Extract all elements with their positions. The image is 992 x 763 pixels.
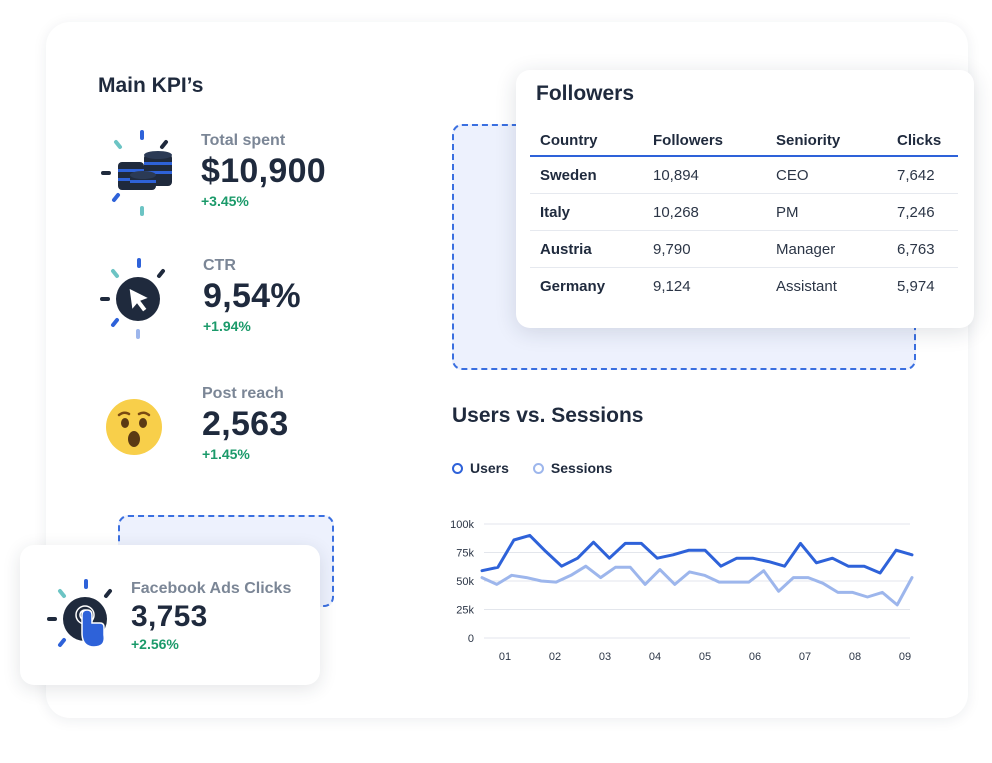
y-tick-label: 0 [468,633,474,645]
table-cell: Sweden [540,166,597,184]
kpi-value: 3,753 [131,600,208,633]
column-header: Seniority [776,132,841,149]
x-tick-label: 05 [699,651,711,663]
legend-dot-icon [532,462,544,474]
legend-item-users[interactable]: Users [452,460,509,476]
table-cell: Assistant [776,278,837,295]
followers-card: Followers Country Followers Seniority Cl… [516,70,974,328]
kpi-delta: +1.94% [203,318,251,334]
table-cell: Austria [540,240,592,258]
table-cell: 10,894 [653,166,699,184]
legend-item-sessions[interactable]: Sessions [532,460,613,476]
legend-label: Sessions [550,460,613,476]
kpi-value: 9,54% [203,277,301,315]
table-cell: 9,124 [653,278,691,295]
table-cell: CEO [776,166,809,184]
x-tick-label: 01 [499,651,511,663]
kpi-value: $10,900 [201,152,327,190]
y-tick-label: 50k [456,576,474,588]
legend-dot-icon [452,462,463,474]
kpi-value: 2,563 [202,405,289,443]
kpi-post-reach: Post reach 2,563 +1.45% [202,385,289,462]
table-cell: Germany [540,278,606,295]
table-row: Germany 9,124 Assistant 5,974 [530,268,958,305]
series-line-users [480,533,914,575]
surprised-emoji-icon [106,399,162,455]
x-tick-label: 04 [649,651,661,663]
table-cell: 10,268 [653,203,699,221]
x-tick-label: 07 [799,651,811,663]
table-cell: Manager [776,240,836,258]
column-header: Clicks [897,132,942,149]
x-tick-label: 03 [599,651,611,663]
kpi-label: Facebook Ads Clicks [131,580,292,597]
table-header: Country Followers Seniority Clicks [530,126,958,157]
kpi-label: Total spent [201,132,286,149]
table-cell: 7,246 [897,203,935,221]
followers-title: Followers [536,82,635,105]
users-sessions-chart: 0 25k 50k 75k 100k 01 02 03 04 05 06 07 08 09 [450,519,914,663]
kpi-total-spent: Total spent $10,900 +3.45% [201,132,326,209]
table-cell: 9,790 [653,240,691,258]
kpi-delta: +3.45% [201,193,249,209]
column-header: Followers [653,132,724,149]
touch-click-icon [47,579,112,648]
kpi-section-title: Main KPI’s [98,74,204,97]
table-cell: 5,974 [897,278,935,295]
kpi-ctr: CTR 9,54% +1.94% [203,257,301,334]
kpi-delta: +2.56% [131,636,179,652]
coins-icon [101,130,172,216]
chart-title: Users vs. Sessions [452,404,644,427]
table-cell: PM [776,203,799,221]
table-row: Austria 9,790 Manager 6,763 [530,231,958,268]
kpi-label: Post reach [202,385,284,402]
table-row: Italy 10,268 PM 7,246 [530,194,958,231]
kpi-label: CTR [203,257,236,274]
x-tick-label: 09 [899,651,911,663]
x-tick-label: 08 [849,651,861,663]
table-cell: 6,763 [897,240,935,258]
y-tick-label: 100k [450,519,474,531]
table-cell: 7,642 [897,166,935,184]
followers-table: Country Followers Seniority Clicks Swede… [530,126,958,305]
x-tick-label: 06 [749,651,761,663]
y-tick-label: 25k [456,605,474,617]
kpi-facebook-ads-clicks: Facebook Ads Clicks 3,753 +2.56% [131,580,291,652]
cursor-click-icon [100,258,165,339]
column-header: Country [540,132,598,149]
x-tick-label: 02 [549,651,561,663]
table-cell: Italy [540,203,571,221]
series-line-sessions [480,564,914,607]
kpi-delta: +1.45% [202,446,250,462]
legend-label: Users [470,460,509,476]
table-row: Sweden 10,894 CEO 7,642 [530,157,958,194]
chart-legend: Users Sessions [452,460,636,476]
y-tick-label: 75k [456,548,474,560]
